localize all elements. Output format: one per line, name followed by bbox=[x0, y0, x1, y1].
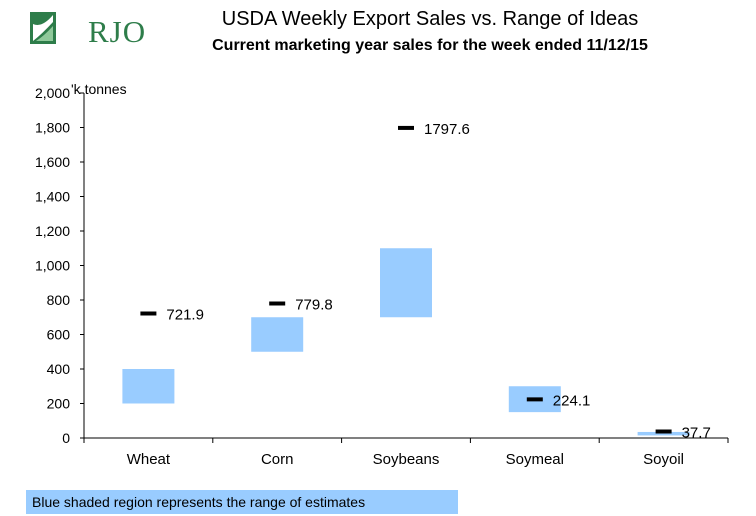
y-tick-label: 1,600 bbox=[35, 154, 70, 170]
logo-text: RJO bbox=[88, 14, 147, 49]
y-axis-unit-label: 'k tonnes bbox=[71, 81, 127, 97]
actual-value-label: 1797.6 bbox=[424, 121, 470, 138]
rjo-logo: RJO bbox=[30, 10, 145, 49]
range-bar-soybeans bbox=[380, 248, 432, 318]
range-bar-corn bbox=[251, 317, 304, 352]
x-category-label: Wheat bbox=[127, 451, 171, 468]
actual-value-label: 37.7 bbox=[682, 424, 711, 441]
footnote: Blue shaded region represents the range … bbox=[26, 490, 458, 514]
x-category-label: Corn bbox=[261, 451, 294, 468]
actual-value-label: 224.1 bbox=[553, 392, 591, 409]
x-category-label: Soymeal bbox=[506, 451, 564, 468]
range-bar-soyoil bbox=[637, 431, 690, 436]
actual-value-label: 721.9 bbox=[166, 306, 204, 323]
chart-plot: 0 200 400 600 800 1,000 1,200 1,400 1,600 1,800 2,… bbox=[35, 85, 729, 468]
x-category-label: Soyoil bbox=[643, 451, 684, 468]
y-tick-label: 600 bbox=[47, 327, 71, 343]
chart-title: USDA Weekly Export Sales vs. Range of Id… bbox=[221, 8, 639, 30]
y-tick-label: 1,400 bbox=[35, 189, 70, 205]
y-tick-label: 1,000 bbox=[35, 258, 70, 274]
x-category-label: Soybeans bbox=[373, 451, 440, 468]
y-tick-label: 0 bbox=[62, 430, 70, 446]
range-bar-wheat bbox=[122, 369, 175, 404]
y-tick-label: 1,200 bbox=[35, 223, 70, 239]
chart-subtitle: Current marketing year sales for the wee… bbox=[212, 37, 648, 54]
actual-value-label: 779.8 bbox=[295, 296, 333, 313]
y-tick-label: 2,000 bbox=[35, 85, 70, 101]
y-tick-label: 200 bbox=[47, 396, 71, 412]
rjo-logo-mark bbox=[30, 12, 56, 44]
y-tick-label: 1,800 bbox=[35, 120, 70, 136]
y-tick-label: 400 bbox=[47, 361, 71, 377]
y-tick-label: 800 bbox=[47, 292, 71, 308]
